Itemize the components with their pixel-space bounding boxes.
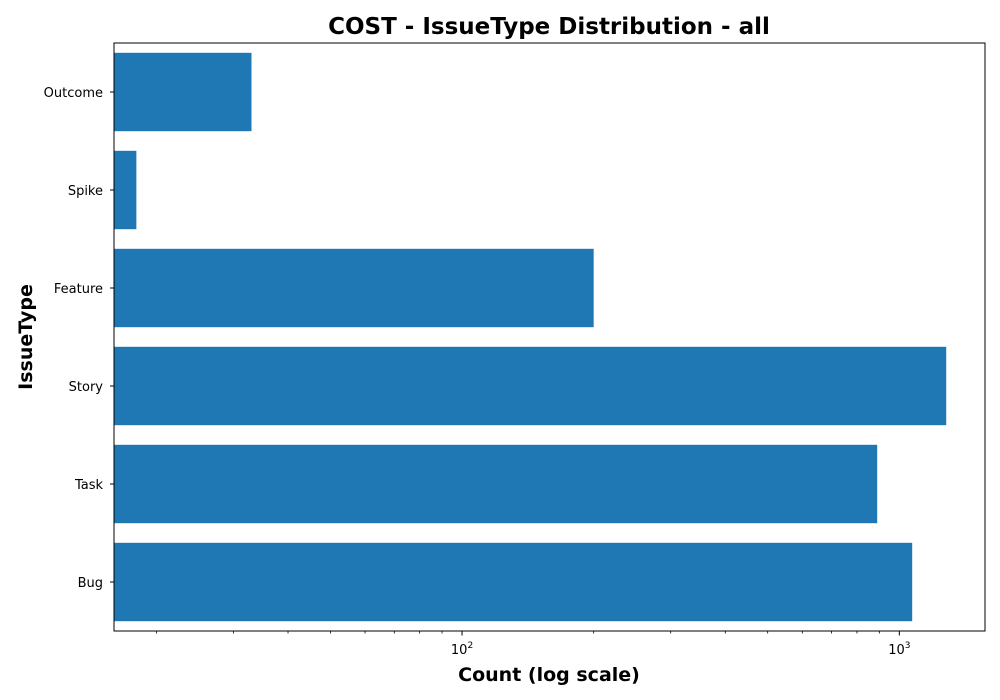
chart-title: COST - IssueType Distribution - all — [328, 14, 770, 40]
x-tick-label-base: 10 — [451, 643, 468, 658]
y-axis-ticks: Bug Task Story Feature Spike Outcome — [44, 86, 114, 591]
y-tick-label-bug: Bug — [78, 576, 103, 591]
x-tick-label: 102 — [451, 641, 473, 658]
bar-feature — [114, 248, 594, 328]
bar-outcome — [114, 52, 252, 132]
x-axis-label: Count (log scale) — [458, 664, 640, 686]
x-tick-label-exponent: 3 — [905, 641, 911, 651]
plot-frame — [113, 42, 986, 632]
y-tick-label-outcome: Outcome — [44, 86, 103, 101]
bar-bug — [114, 542, 913, 622]
x-tick-label: 103 — [888, 641, 910, 658]
x-axis-ticks: 102 103 — [155, 631, 910, 658]
bar-task — [114, 444, 878, 524]
x-tick-label-exponent: 2 — [467, 641, 473, 651]
y-tick-label-feature: Feature — [54, 282, 103, 297]
bars-group — [114, 52, 947, 622]
y-tick-label-story: Story — [69, 380, 104, 395]
bar-story — [114, 346, 947, 426]
y-tick-label-spike: Spike — [68, 184, 103, 199]
x-tick-label-base: 10 — [888, 643, 905, 658]
y-tick-label-task: Task — [74, 478, 104, 493]
bar-spike — [114, 150, 137, 230]
y-axis-label: IssueType — [15, 284, 37, 390]
